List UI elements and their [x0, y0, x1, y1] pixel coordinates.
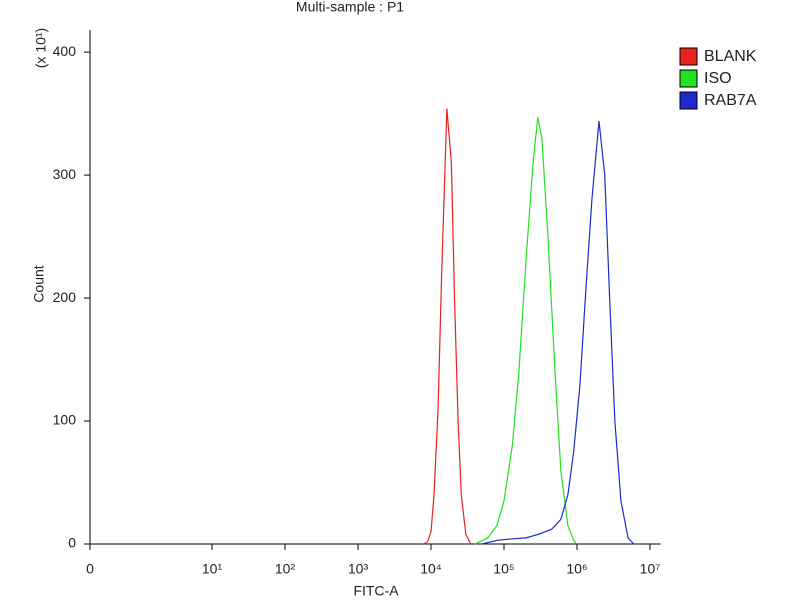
series-line: [481, 120, 635, 545]
x-tick-label: 0: [86, 561, 94, 577]
y-tick-label: 200: [53, 289, 77, 305]
series-line: [474, 117, 578, 545]
x-tick-label: 10²: [275, 561, 296, 577]
y-multiplier: (x 10¹): [33, 28, 49, 68]
chart-title: Multi-sample : P1: [296, 0, 404, 15]
y-tick-label: 300: [53, 166, 77, 182]
series-line: [423, 108, 472, 545]
legend-swatch: [679, 91, 698, 110]
legend-label: RAB7A: [704, 92, 757, 109]
x-tick-label: 10⁶: [566, 561, 587, 577]
y-axis-label: Count: [31, 265, 47, 302]
x-tick-label: 10⁷: [640, 561, 661, 577]
x-axis-label: FITC-A: [353, 583, 399, 599]
x-tick-label: 10⁴: [420, 561, 442, 577]
x-tick-label: 10⁵: [493, 561, 514, 577]
x-tick-label: 10³: [348, 561, 369, 577]
legend-label: ISO: [704, 70, 732, 87]
y-tick-label: 400: [53, 43, 77, 59]
legend-swatch: [679, 69, 698, 88]
y-tick-label: 100: [53, 412, 77, 428]
legend-label: BLANK: [704, 48, 757, 65]
y-tick-label: 0: [68, 535, 76, 551]
legend-swatch: [679, 47, 698, 66]
x-tick-label: 10¹: [202, 561, 223, 577]
